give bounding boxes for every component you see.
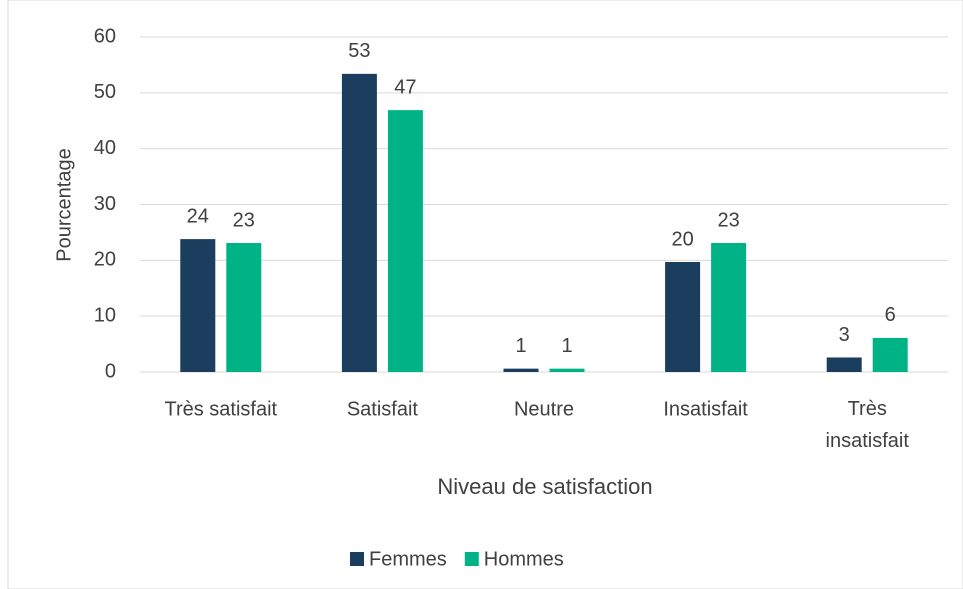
legend-label: Femmes	[369, 548, 447, 570]
data-label: 23	[233, 209, 255, 231]
x-axis-title: Niveau de satisfaction	[437, 474, 652, 499]
bar	[387, 110, 423, 373]
chart-frame	[7, 0, 963, 589]
y-tick-label: 60	[94, 25, 116, 47]
data-label: 23	[717, 209, 739, 231]
x-tick-label: Neutre	[514, 398, 574, 420]
y-tick-label: 40	[94, 137, 116, 159]
y-tick-label: 30	[94, 193, 116, 215]
y-tick-label: 0	[105, 360, 116, 382]
legend-swatch	[464, 552, 479, 566]
bar	[665, 262, 701, 372]
bar	[180, 239, 216, 372]
bar	[549, 368, 585, 372]
legend-swatch	[350, 552, 364, 566]
x-tick-label: Très satisfait	[164, 398, 277, 420]
y-tick-label: 50	[94, 81, 116, 103]
data-label: 47	[394, 76, 416, 98]
x-tick-label: Insatisfait	[663, 398, 748, 420]
data-label: 1	[561, 335, 572, 357]
bar	[341, 73, 377, 372]
legend-label: Hommes	[484, 548, 564, 570]
data-label: 3	[839, 324, 850, 346]
y-axis-title: Pourcentage	[53, 148, 75, 261]
bar	[872, 337, 908, 372]
y-tick-label: 10	[94, 304, 116, 326]
bar	[226, 243, 262, 372]
x-tick-label: Satisfait	[347, 398, 419, 420]
data-label: 24	[187, 205, 209, 227]
data-label: 20	[671, 228, 693, 250]
bar	[711, 243, 747, 372]
bar	[826, 357, 862, 372]
bar	[503, 368, 539, 372]
y-tick-label: 20	[94, 249, 116, 271]
x-tick-label: Très insatisfait	[826, 398, 910, 452]
data-label: 53	[348, 40, 370, 62]
data-label: 1	[515, 335, 526, 357]
data-label: 6	[885, 304, 896, 326]
